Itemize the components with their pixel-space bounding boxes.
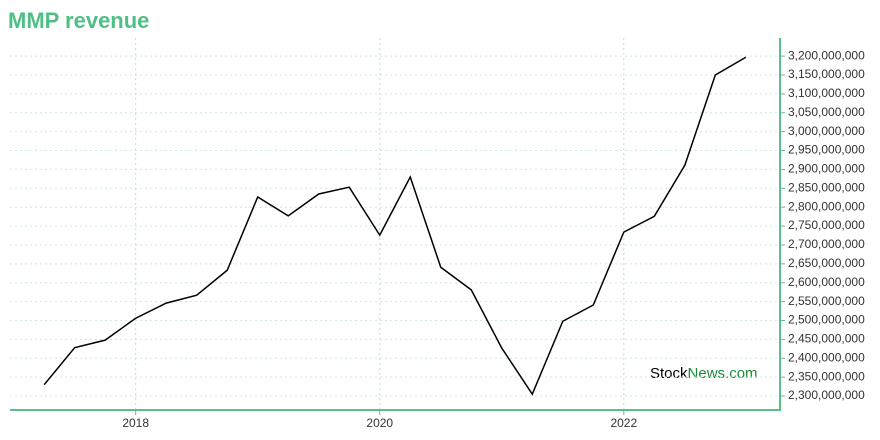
y-tick-label: 2,850,000,000 (788, 180, 865, 194)
watermark: StockNews.com (650, 365, 758, 382)
watermark-suffix: News.com (688, 365, 758, 382)
y-tick-label: 3,000,000,000 (788, 124, 865, 138)
watermark-brand: Stock (650, 365, 688, 382)
y-tick-label: 2,300,000,000 (788, 388, 865, 402)
x-tick-label: 2020 (366, 416, 393, 430)
y-tick-label: 2,600,000,000 (788, 275, 865, 289)
y-tick-label: 3,100,000,000 (788, 86, 865, 100)
y-tick-label: 2,700,000,000 (788, 237, 865, 251)
y-tick-label: 2,500,000,000 (788, 313, 865, 327)
y-tick-label: 3,150,000,000 (788, 67, 865, 81)
data-line (43, 56, 747, 396)
y-tick-label: 2,350,000,000 (788, 369, 865, 383)
y-tick-label: 2,400,000,000 (788, 350, 865, 364)
y-tick-label: 2,750,000,000 (788, 218, 865, 232)
y-tick-label: 2,900,000,000 (788, 162, 865, 176)
x-tick-label: 2022 (610, 416, 637, 430)
y-tick-label: 3,050,000,000 (788, 105, 865, 119)
chart-title: MMP revenue (8, 8, 149, 33)
x-tick-label: 2018 (122, 416, 149, 430)
y-tick-label: 2,450,000,000 (788, 332, 865, 346)
y-tick-label: 2,550,000,000 (788, 294, 865, 308)
y-tick-label: 2,650,000,000 (788, 256, 865, 270)
y-tick-label: 3,200,000,000 (788, 48, 865, 62)
y-tick-label: 2,800,000,000 (788, 199, 865, 213)
y-tick-label: 2,950,000,000 (788, 143, 865, 157)
